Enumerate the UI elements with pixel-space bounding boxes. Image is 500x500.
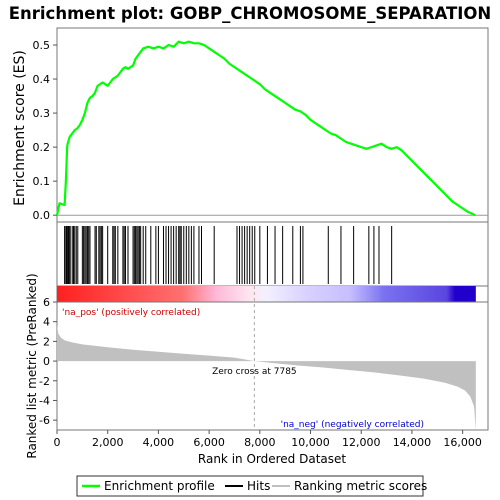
zero-cross-label: Zero cross at 7785 [212,367,297,377]
ranking-heat-bar [57,286,476,302]
ranking-y-ticks: -6 -4 -2 0 2 4 6 [39,296,57,427]
x-tick-label: 4,000 [143,436,175,449]
x-tick-label: 0 [54,436,61,449]
legend-hits-label: Hits [247,479,270,493]
legend-enrichment-profile-label: Enrichment profile [104,479,215,493]
enrichment-profile-line [55,40,476,217]
es-y-tick-label: 0.1 [33,175,51,188]
ranking-y-tick-label: 0 [43,355,50,368]
legend: Enrichment profile Hits Ranking metric s… [76,475,427,497]
ranking-panel: -6 -4 -2 0 2 4 6 Zero cross at 7785 'na_pos' (… [25,273,489,459]
es-y-tick-label: 0.4 [33,73,51,86]
x-axis-label: Rank in Ordered Dataset [198,452,346,466]
negative-correlation-label: 'na_neg' (negatively correlated) [281,420,424,430]
x-tick-label: 6,000 [193,436,225,449]
x-tick-label: 10,000 [291,436,330,449]
ranking-y-tick-label: 6 [43,296,50,309]
ranking-y-tick-label: -6 [39,414,50,427]
ranking-y-tick-label: 4 [43,316,50,329]
x-axis-ticks: 0 2,000 4,000 6,000 8,000 10,000 12,000 14,000 1… [54,430,482,449]
es-y-axis-label: Enrichment score (ES) [12,50,28,206]
x-tick-label: 12,000 [342,436,381,449]
ranking-y-tick-label: -2 [39,375,50,388]
hit-marks [64,226,393,284]
positive-correlation-label: 'na_pos' (positively correlated) [62,308,200,318]
legend-box [76,475,424,497]
ranking-y-tick-label: 2 [43,335,50,348]
chart-title: Enrichment plot: GOBP_CHROMOSOME_SEPARAT… [9,4,492,23]
es-y-tick-label: 0.2 [33,141,51,154]
legend-ranking-metric-label: Ranking metric scores [294,479,427,493]
es-y-tick-label: 0.5 [33,39,51,52]
x-tick-label: 2,000 [92,436,124,449]
es-y-tick-label: 0.3 [33,107,51,120]
es-panel-frame [56,27,489,223]
hits-panel [56,221,489,287]
x-tick-label: 16,000 [443,436,482,449]
es-panel: 0.0 0.1 0.2 0.3 0.4 0.5 Enrichment score (ES) [12,27,489,223]
es-y-tick-label: 0.0 [33,209,51,222]
x-tick-label: 14,000 [393,436,432,449]
ranking-y-axis-label: Ranked list metric (PreRanked) [25,273,39,458]
ranking-y-tick-label: -4 [39,394,50,407]
x-tick-label: 8,000 [244,436,276,449]
hits-panel-frame [56,221,489,287]
es-y-ticks: 0.0 0.1 0.2 0.3 0.4 0.5 [33,39,57,222]
